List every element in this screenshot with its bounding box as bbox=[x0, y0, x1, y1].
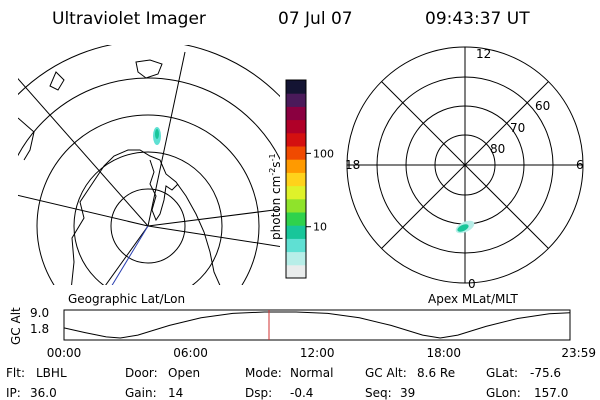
aurora-spot-core bbox=[457, 224, 469, 232]
altitude-axis-label: GC Alt bbox=[9, 307, 23, 345]
mlat-label-60: 60 bbox=[535, 99, 550, 113]
color-bar-cell bbox=[286, 172, 306, 187]
coastline bbox=[149, 159, 179, 222]
ip-label: IP: bbox=[6, 386, 21, 400]
altitude-xtick-label: 23:59 bbox=[561, 346, 596, 360]
mode-value: Normal bbox=[290, 366, 333, 380]
dsp-label: Dsp: bbox=[245, 386, 272, 400]
color-bar-cell bbox=[286, 264, 306, 279]
mlt-labels: 12 18 6 0 60 70 80 Apex MLat/MLT bbox=[345, 47, 584, 306]
color-bar-tick-label: 10 bbox=[313, 221, 327, 234]
door-value: Open bbox=[168, 366, 200, 380]
altitude-chart-frame bbox=[63, 309, 571, 341]
date-label: 07 Jul 07 bbox=[278, 9, 353, 29]
color-bar-cell bbox=[286, 225, 306, 239]
meridian-line bbox=[18, 78, 149, 227]
mlt-line bbox=[380, 80, 550, 250]
color-bar-cell bbox=[286, 159, 306, 173]
glat-label: GLat: bbox=[486, 366, 518, 380]
color-bar-cell bbox=[286, 198, 306, 213]
ip-value: 36.0 bbox=[30, 386, 57, 400]
mlt-label-0: 0 bbox=[468, 277, 476, 291]
color-bar-cell bbox=[286, 106, 306, 121]
right-map-label: Apex MLat/MLT bbox=[428, 292, 518, 306]
flt-label: Flt: bbox=[6, 366, 25, 380]
door-label: Door: bbox=[125, 366, 158, 380]
coastline bbox=[49, 71, 65, 91]
gain-label: Gain: bbox=[125, 386, 157, 400]
flt-value: LBHL bbox=[36, 366, 67, 380]
aurora-spot-core bbox=[155, 129, 159, 139]
color-bar-cell bbox=[286, 185, 306, 200]
color-bar-cell bbox=[286, 146, 306, 160]
seq-value: 39 bbox=[400, 386, 415, 400]
mlat-label-80: 80 bbox=[490, 142, 505, 156]
color-bar-cell bbox=[286, 132, 306, 147]
color-bar-cell bbox=[286, 238, 306, 253]
coastline bbox=[135, 59, 163, 79]
color-bar-cell bbox=[286, 80, 306, 94]
meridian-line bbox=[18, 194, 149, 227]
color-bar-unit: photon cm-2s-1 bbox=[268, 153, 283, 240]
color-bar-cell bbox=[286, 212, 306, 226]
gcalt-label: GC Alt: bbox=[365, 366, 407, 380]
geographic-map: Geographic Lat/Lon bbox=[18, 45, 280, 306]
mlt-label-18: 18 bbox=[345, 158, 360, 172]
lat-circle bbox=[73, 151, 223, 285]
track-line bbox=[111, 225, 149, 285]
meridian-line bbox=[105, 225, 149, 285]
instrument-title: Ultraviolet Imager bbox=[52, 9, 206, 29]
altitude-xtick-label: 12:00 bbox=[300, 346, 335, 360]
glon-value: 157.0 bbox=[534, 386, 568, 400]
color-bar: 100 10 photon cm-2s-1 bbox=[268, 79, 334, 279]
altitude-ytick: 1.8 bbox=[30, 322, 49, 336]
coastline bbox=[71, 149, 221, 285]
color-bar-cell bbox=[286, 119, 306, 134]
time-label: 09:43:37 UT bbox=[425, 9, 530, 29]
altitude-xtick-label: 18:00 bbox=[426, 346, 461, 360]
color-bar-tick-label: 100 bbox=[313, 147, 334, 160]
gain-value: 14 bbox=[168, 386, 183, 400]
color-bar-cell bbox=[286, 251, 306, 266]
color-bar-frame bbox=[285, 79, 307, 279]
status-panel: Flt: LBHL Door: Open Mode: Normal GC Alt… bbox=[6, 366, 568, 400]
lat-circle bbox=[110, 188, 186, 264]
altitude-line bbox=[63, 311, 571, 339]
mlt-label-12: 12 bbox=[476, 47, 491, 61]
mlt-polar-map bbox=[346, 46, 584, 284]
lat-circle bbox=[36, 114, 260, 285]
altitude-ytick: 9.0 bbox=[30, 306, 49, 320]
meridian-line bbox=[147, 225, 280, 247]
lat-circle bbox=[18, 77, 280, 161]
dsp-value: -0.4 bbox=[290, 386, 313, 400]
color-bar-cell bbox=[286, 93, 306, 107]
coastline bbox=[18, 117, 35, 161]
mlt-label-6: 6 bbox=[576, 158, 584, 172]
meridian-line bbox=[147, 51, 186, 227]
altitude-xtick-label: 00:00 bbox=[47, 346, 82, 360]
gcalt-value: 8.6 Re bbox=[417, 366, 455, 380]
glon-label: GLon: bbox=[486, 386, 521, 400]
altitude-chart: GC Alt 9.0 1.8 00:00 06:00 12:00 18:00 23:59 bbox=[9, 306, 596, 360]
mode-label: Mode: bbox=[245, 366, 282, 380]
seq-label: Seq: bbox=[365, 386, 392, 400]
left-map-label: Geographic Lat/Lon bbox=[68, 292, 185, 306]
altitude-xtick-label: 06:00 bbox=[173, 346, 208, 360]
meridian-line bbox=[147, 208, 280, 227]
glat-value: -75.6 bbox=[530, 366, 561, 380]
mlat-label-70: 70 bbox=[510, 121, 525, 135]
